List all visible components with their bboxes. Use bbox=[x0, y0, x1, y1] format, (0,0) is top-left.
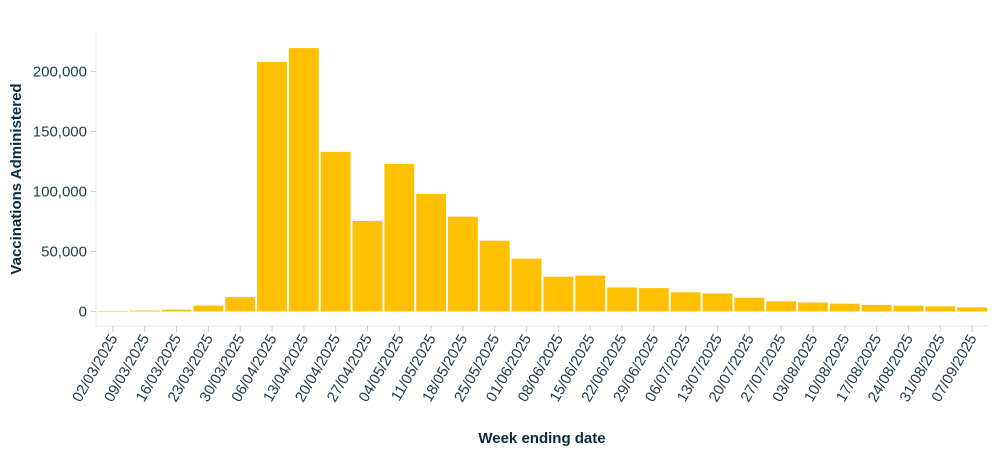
bar-24 bbox=[861, 304, 892, 312]
bars-group bbox=[98, 48, 987, 312]
bar-23 bbox=[829, 303, 860, 312]
bar-25 bbox=[893, 305, 924, 312]
y-axis-ticks: 0 50,000 100,000 150,000 200,000 bbox=[33, 64, 96, 321]
bar-6 bbox=[288, 48, 319, 312]
bar-3 bbox=[193, 305, 224, 312]
bar-9 bbox=[384, 163, 415, 312]
bar-20 bbox=[734, 297, 765, 312]
bar-16 bbox=[607, 287, 637, 312]
bar-14 bbox=[543, 276, 574, 312]
x-axis-ticks: 02/03/202509/03/202516/03/202523/03/2025… bbox=[69, 326, 981, 405]
y-tick-label-1: 50,000 bbox=[41, 244, 87, 261]
bar-15 bbox=[575, 275, 606, 312]
bar-10 bbox=[416, 193, 447, 312]
bar-22 bbox=[798, 302, 828, 312]
bar-2 bbox=[161, 309, 192, 312]
x-axis-title: Week ending date bbox=[478, 430, 605, 447]
bar-8 bbox=[352, 220, 383, 312]
y-tick-label-3: 150,000 bbox=[33, 124, 87, 141]
bar-17 bbox=[638, 288, 669, 312]
bar-27 bbox=[957, 307, 987, 312]
y-tick-label-4: 200,000 bbox=[33, 64, 87, 81]
y-axis-title: Vaccinations Administered bbox=[8, 83, 25, 274]
bar-13 bbox=[511, 258, 542, 312]
bar-5 bbox=[257, 61, 287, 312]
bar-12 bbox=[479, 240, 510, 312]
bar-1 bbox=[129, 310, 160, 312]
bar-19 bbox=[702, 293, 733, 312]
bar-4 bbox=[225, 297, 256, 312]
bar-18 bbox=[670, 292, 701, 312]
bar-26 bbox=[925, 306, 956, 312]
bar-21 bbox=[766, 301, 797, 312]
y-tick-label-2: 100,000 bbox=[33, 184, 87, 201]
bar-0 bbox=[98, 310, 128, 312]
bar-7 bbox=[320, 151, 351, 312]
bar-11 bbox=[448, 216, 478, 312]
y-tick-label-0: 0 bbox=[79, 304, 87, 321]
